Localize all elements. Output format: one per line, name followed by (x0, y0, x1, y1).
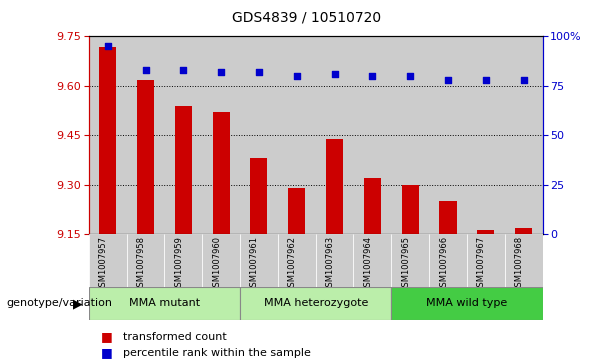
Bar (251, 158, 267, 234)
Bar (326, 139, 343, 234)
Bar (478, 230, 494, 234)
Text: GSM1007964: GSM1007964 (364, 236, 372, 292)
Text: GSM1007959: GSM1007959 (174, 236, 183, 291)
Bar (89, 36, 127, 234)
Point (330, 71, 340, 77)
Point (103, 43, 113, 49)
Bar (467, 36, 504, 234)
Point (292, 73, 302, 79)
Point (367, 73, 377, 79)
Bar (504, 234, 543, 287)
Text: GSM1007958: GSM1007958 (137, 236, 145, 292)
Point (405, 73, 415, 79)
Text: GSM1007967: GSM1007967 (477, 236, 486, 292)
Bar (164, 36, 202, 234)
Bar (99, 47, 116, 234)
Text: GSM1007968: GSM1007968 (514, 236, 524, 292)
Text: GSM1007963: GSM1007963 (326, 236, 335, 292)
Bar (213, 112, 230, 234)
Bar (127, 234, 164, 287)
Bar (504, 36, 543, 234)
Bar (127, 36, 164, 234)
Text: ▶: ▶ (73, 297, 83, 310)
Text: GSM1007957: GSM1007957 (99, 236, 108, 292)
Text: genotype/variation: genotype/variation (6, 298, 112, 309)
Bar (429, 234, 467, 287)
Bar (202, 234, 240, 287)
Text: GSM1007966: GSM1007966 (439, 236, 448, 292)
Bar (354, 36, 391, 234)
Point (254, 69, 264, 75)
Bar (278, 36, 316, 234)
Bar (515, 228, 532, 234)
Text: MMA heterozygote: MMA heterozygote (264, 298, 368, 309)
Text: GSM1007962: GSM1007962 (287, 236, 297, 292)
Bar (391, 36, 429, 234)
Bar (278, 234, 316, 287)
Bar (364, 178, 381, 234)
Text: ■: ■ (101, 330, 113, 343)
Bar (316, 234, 354, 287)
Bar (440, 201, 457, 234)
Point (519, 77, 528, 83)
Text: GSM1007965: GSM1007965 (401, 236, 410, 292)
Text: GSM1007961: GSM1007961 (250, 236, 259, 292)
Point (140, 67, 150, 73)
Bar (429, 36, 467, 234)
Bar (391, 234, 429, 287)
Bar (402, 185, 419, 234)
Text: MMA wild type: MMA wild type (426, 298, 508, 309)
Bar (175, 106, 192, 234)
Point (481, 77, 491, 83)
Bar (240, 36, 278, 234)
Bar (164, 234, 202, 287)
Point (216, 69, 226, 75)
Bar (288, 188, 305, 234)
Text: GSM1007960: GSM1007960 (212, 236, 221, 292)
Bar (467, 234, 504, 287)
Bar (89, 234, 127, 287)
Bar (137, 80, 154, 234)
Bar (316, 36, 354, 234)
Bar (89, 287, 240, 320)
Text: MMA mutant: MMA mutant (129, 298, 200, 309)
Text: GDS4839 / 10510720: GDS4839 / 10510720 (232, 11, 381, 25)
Text: ■: ■ (101, 346, 113, 359)
Bar (240, 287, 391, 320)
Text: percentile rank within the sample: percentile rank within the sample (123, 348, 310, 358)
Bar (354, 234, 391, 287)
Bar (202, 36, 240, 234)
Point (178, 67, 188, 73)
Bar (240, 234, 278, 287)
Point (443, 77, 453, 83)
Text: transformed count: transformed count (123, 331, 226, 342)
Bar (391, 287, 543, 320)
